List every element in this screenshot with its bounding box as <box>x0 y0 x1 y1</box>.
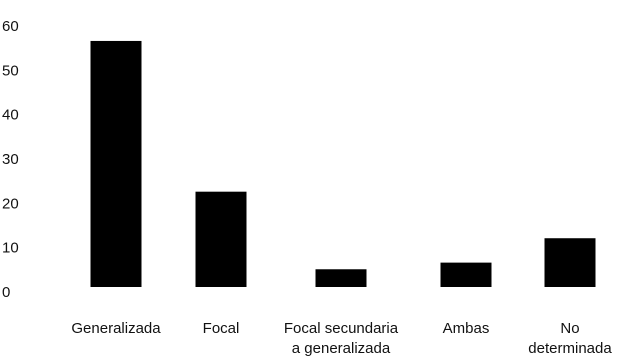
y-tick-label: 60 <box>2 18 19 35</box>
bar <box>195 191 247 287</box>
x-axis-category-labels: Generalizada Focal Focal secundaria a gener… <box>71 320 612 357</box>
x-category-label: No <box>560 320 579 337</box>
x-category-label: determinada <box>528 340 612 357</box>
y-tick-label: 10 <box>2 240 19 257</box>
y-tick-label: 0 <box>2 284 10 301</box>
x-category-label: Focal <box>203 320 240 337</box>
bars <box>90 40 596 288</box>
x-category-label: Focal secundaria <box>284 320 399 337</box>
y-tick-label: 20 <box>2 195 19 212</box>
bar <box>440 262 492 287</box>
y-tick-label: 30 <box>2 151 19 168</box>
y-axis-tick-labels: 0 10 20 30 40 50 60 <box>2 18 19 301</box>
bar <box>90 40 142 288</box>
y-tick-label: 50 <box>2 62 19 79</box>
x-category-label: Ambas <box>443 320 490 337</box>
bar <box>544 238 596 287</box>
y-tick-label: 40 <box>2 107 19 124</box>
x-category-label: Generalizada <box>71 320 161 337</box>
bar <box>315 269 367 287</box>
x-category-label: a generalizada <box>292 340 391 357</box>
